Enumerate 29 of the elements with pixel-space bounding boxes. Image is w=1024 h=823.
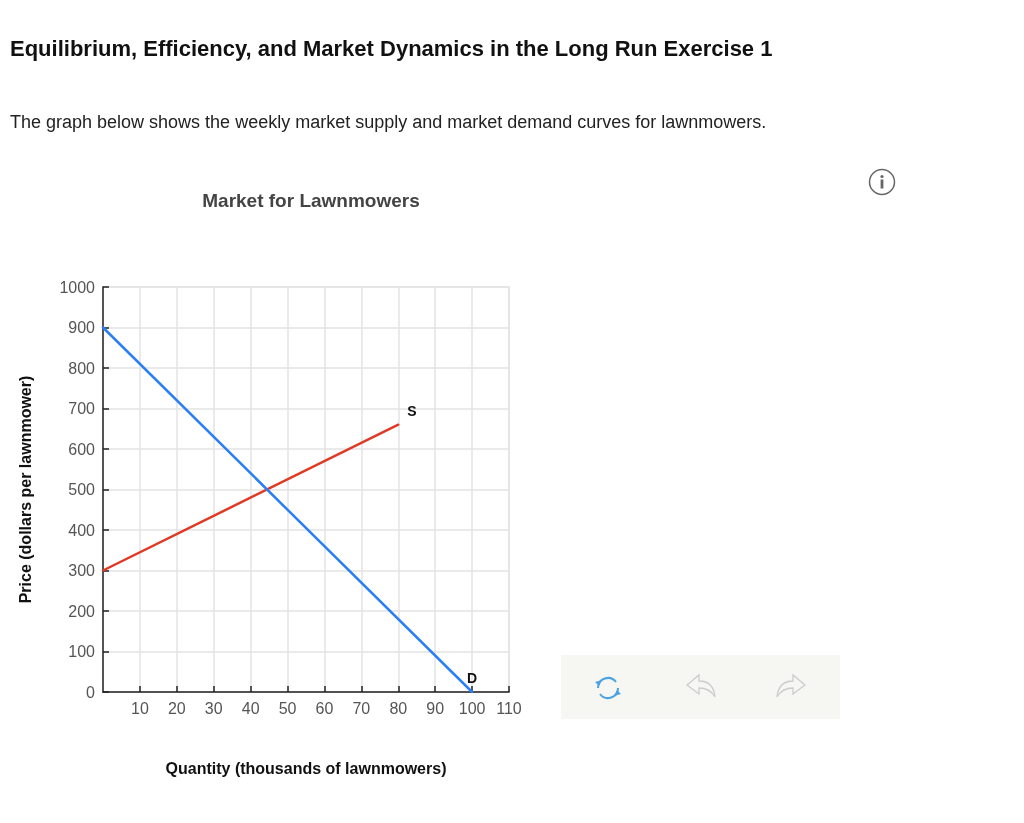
x-tick-label: 50 bbox=[278, 699, 297, 717]
y-tick-label: 400 bbox=[68, 521, 96, 539]
y-tick-label: 1000 bbox=[59, 278, 96, 296]
chart-title: Market for Lawnmowers bbox=[202, 190, 420, 211]
y-tick-label: 0 bbox=[86, 683, 96, 701]
x-tick-label: 90 bbox=[426, 699, 445, 717]
text: The graph below shows the weekly market supply and market demand curves for lawnmowers. bbox=[10, 112, 767, 133]
y-tick-label: 700 bbox=[68, 400, 96, 417]
x-tick-label: 20 bbox=[167, 699, 186, 717]
x-tick-label: 60 bbox=[315, 699, 334, 717]
text: Equilibrium, Efficiency, and Market Dynamics in the Long Run Exercise 1 bbox=[10, 36, 773, 62]
x-axis-title: Quantity (thousands of lawnmowers) bbox=[165, 759, 447, 777]
y-tick-label: 800 bbox=[68, 359, 96, 377]
x-tick-label: 70 bbox=[352, 699, 371, 717]
series-label: D bbox=[467, 670, 478, 686]
x-tick-label: 40 bbox=[241, 699, 260, 717]
y-tick-label: 600 bbox=[68, 440, 96, 458]
y-tick-label: 300 bbox=[68, 562, 96, 579]
x-tick-label: 10 bbox=[131, 699, 149, 717]
x-tick-label: 110 bbox=[496, 699, 522, 717]
y-tick-label: 100 bbox=[68, 643, 96, 660]
y-tick-label: 500 bbox=[68, 481, 96, 498]
x-tick-label: 80 bbox=[389, 699, 408, 717]
x-tick-label: 100 bbox=[458, 699, 486, 717]
x-tick-label: 30 bbox=[204, 699, 223, 717]
y-tick-label: 900 bbox=[68, 319, 96, 336]
y-tick-label: 200 bbox=[68, 602, 96, 620]
y-axis-title: Price (dollars per lawnmower) bbox=[16, 375, 34, 604]
series-label: S bbox=[407, 402, 417, 419]
